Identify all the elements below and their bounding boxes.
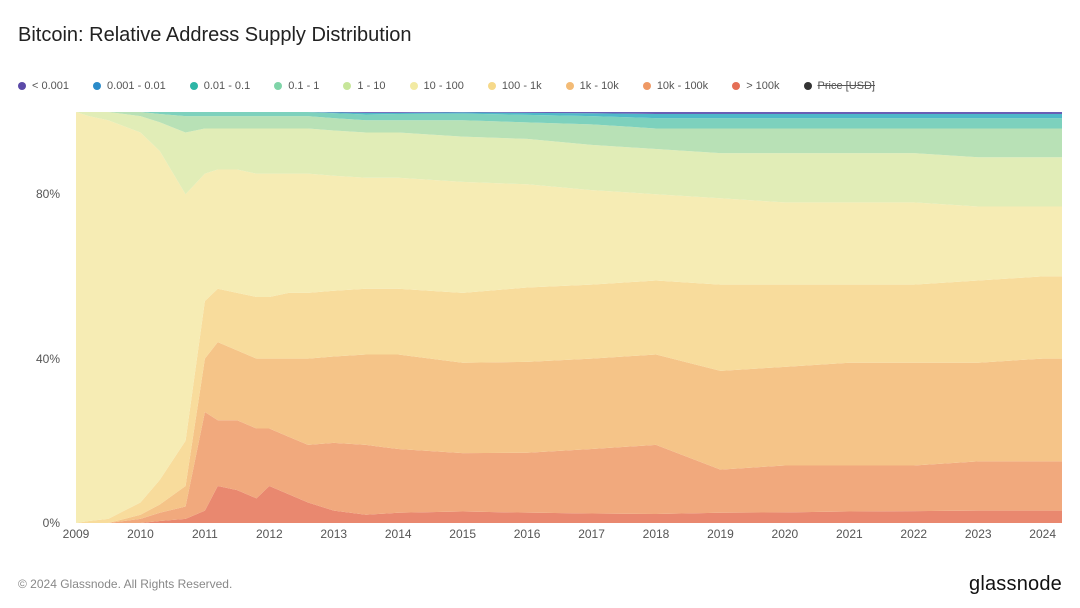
legend-label: 1k - 10k [580, 80, 619, 92]
legend-dot [93, 82, 101, 90]
x-tick-label: 2016 [514, 527, 541, 541]
x-tick-label: 2010 [127, 527, 154, 541]
x-tick-label: 2014 [385, 527, 412, 541]
legend-dot [566, 82, 574, 90]
x-tick-label: 2024 [1029, 527, 1056, 541]
x-tick-label: 2021 [836, 527, 863, 541]
legend-dot [18, 82, 26, 90]
legend-item[interactable]: 0.001 - 0.01 [93, 80, 166, 92]
legend-dot [488, 82, 496, 90]
legend-label: 0.1 - 1 [288, 80, 319, 92]
x-tick-label: 2013 [320, 527, 347, 541]
plot [76, 112, 1062, 523]
legend-item[interactable]: 0.01 - 0.1 [190, 80, 250, 92]
x-tick-label: 2018 [643, 527, 670, 541]
legend-dot [732, 82, 740, 90]
legend-label: 0.001 - 0.01 [107, 80, 166, 92]
legend-label: Price [USD] [818, 80, 875, 92]
stacked-area-svg [76, 112, 1062, 523]
legend-dot [343, 82, 351, 90]
x-tick-label: 2023 [965, 527, 992, 541]
legend-dot [274, 82, 282, 90]
x-axis: 2009201020112012201320142015201620172018… [76, 523, 1062, 543]
legend-label: > 100k [746, 80, 779, 92]
legend-label: 10 - 100 [424, 80, 464, 92]
legend-item[interactable]: Price [USD] [804, 80, 875, 92]
legend-item[interactable]: 100 - 1k [488, 80, 542, 92]
x-tick-label: 2009 [63, 527, 90, 541]
x-tick-label: 2022 [900, 527, 927, 541]
legend-label: 0.01 - 0.1 [204, 80, 250, 92]
legend-item[interactable]: > 100k [732, 80, 779, 92]
footer: © 2024 Glassnode. All Rights Reserved. g… [18, 572, 1062, 596]
legend-dot [643, 82, 651, 90]
legend-label: 1 - 10 [357, 80, 385, 92]
legend-item[interactable]: 0.1 - 1 [274, 80, 319, 92]
x-tick-label: 2015 [449, 527, 476, 541]
legend-dot [190, 82, 198, 90]
legend-label: 100 - 1k [502, 80, 542, 92]
x-tick-label: 2019 [707, 527, 734, 541]
plot-area: 0% 40% 80% 2009 2010 2011 2012 2013 2014 2015 201… [18, 112, 1062, 543]
brand-logo: glassnode [969, 573, 1062, 596]
chart-container: Bitcoin: Relative Address Supply Distrib… [0, 0, 1080, 608]
legend-dot [804, 82, 812, 90]
x-tick-label: 2011 [192, 527, 218, 541]
copyright-text: © 2024 Glassnode. All Rights Reserved. [18, 577, 232, 591]
chart-title: Bitcoin: Relative Address Supply Distrib… [18, 24, 412, 47]
legend: < 0.001 0.001 - 0.01 0.01 - 0.1 0.1 - 1 1 - … [18, 80, 1060, 92]
legend-item[interactable]: 1 - 10 [343, 80, 385, 92]
x-tick-label: 2020 [772, 527, 799, 541]
legend-label: < 0.001 [32, 80, 69, 92]
legend-item[interactable]: 1k - 10k [566, 80, 619, 92]
legend-item[interactable]: 10k - 100k [643, 80, 708, 92]
legend-item[interactable]: < 0.001 [18, 80, 69, 92]
legend-item[interactable]: 10 - 100 [410, 80, 464, 92]
y-tick-label: 80% [36, 187, 60, 201]
x-tick-label: 2017 [578, 527, 605, 541]
x-tick-label: 2012 [256, 527, 283, 541]
y-axis: 0%40%80% [18, 112, 68, 523]
y-tick-label: 0% [43, 516, 60, 530]
legend-label: 10k - 100k [657, 80, 708, 92]
y-tick-label: 40% [36, 352, 60, 366]
legend-dot [410, 82, 418, 90]
